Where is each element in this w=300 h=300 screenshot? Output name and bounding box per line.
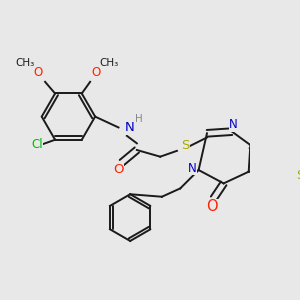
Text: N: N [124,121,134,134]
Text: S: S [296,169,300,182]
Text: O: O [206,199,218,214]
Text: Cl: Cl [31,138,43,151]
Text: N: N [229,118,238,131]
Text: O: O [91,66,101,79]
Text: CH₃: CH₃ [100,58,119,68]
Text: S: S [181,139,190,152]
Text: O: O [113,163,124,176]
Text: CH₃: CH₃ [15,58,35,68]
Text: H: H [135,114,142,124]
Text: N: N [188,162,196,175]
Text: O: O [34,66,43,79]
